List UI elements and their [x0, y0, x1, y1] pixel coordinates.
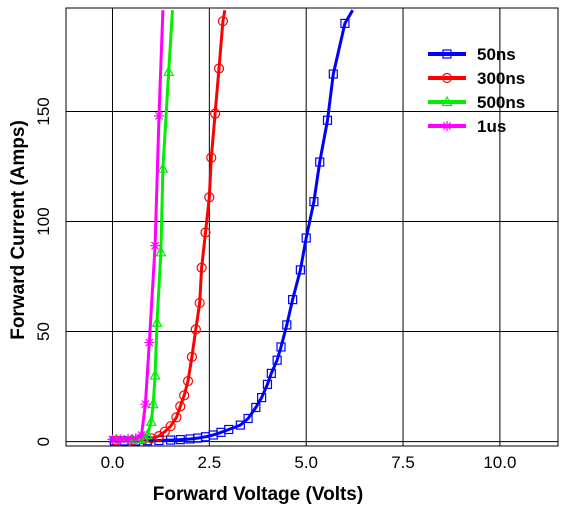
data-point	[151, 316, 163, 327]
legend-item: 1us	[428, 117, 506, 136]
data-point	[224, 424, 234, 435]
data-point	[315, 157, 325, 167]
data-point	[441, 95, 453, 107]
data-point	[200, 227, 211, 238]
data-point	[107, 434, 118, 445]
y-axis-label: Forward Current (Amps)	[8, 120, 29, 340]
data-point	[309, 197, 319, 207]
series-line	[114, 9, 354, 443]
y-tick-label: 150	[34, 97, 53, 125]
data-point	[175, 435, 185, 445]
x-tick-label: 7.5	[391, 453, 415, 472]
data-point	[144, 337, 155, 348]
x-tick-label: 5.0	[294, 453, 318, 472]
data-point	[235, 420, 245, 430]
data-point	[186, 351, 198, 362]
x-tick-labels: 0.0 2.5 5.0 7.5 10.0	[101, 453, 517, 472]
x-tick-label: 10.0	[483, 453, 516, 472]
data-point	[217, 16, 228, 27]
data-point	[251, 402, 261, 413]
legend-label: 300ns	[477, 69, 525, 88]
data-point	[196, 262, 207, 273]
y-tick-label: 0	[34, 437, 53, 446]
legend-label: 500ns	[477, 93, 525, 112]
data-point	[340, 18, 350, 29]
data-point	[171, 412, 182, 423]
data-point	[213, 63, 225, 74]
y-tick-labels: 0 50 100 150	[34, 97, 53, 446]
data-point	[141, 428, 153, 440]
data-point	[155, 246, 167, 257]
data-point	[159, 426, 170, 437]
series-300ns	[111, 9, 228, 446]
data-point	[288, 295, 298, 305]
data-point	[147, 397, 159, 409]
legend: 50ns 300ns 500ns 1us	[428, 45, 525, 136]
data-point	[182, 375, 194, 387]
data-point	[165, 421, 176, 432]
data-point	[150, 240, 161, 251]
legend-item: 300ns	[428, 69, 525, 88]
legend-item: 50ns	[428, 45, 516, 64]
y-tick-label: 100	[34, 207, 53, 235]
data-point	[276, 342, 286, 352]
legend-label: 1us	[477, 117, 506, 136]
x-axis-label: Forward Voltage (Volts)	[153, 484, 363, 505]
data-point	[272, 355, 282, 365]
data-point	[165, 435, 176, 445]
data-point	[206, 152, 217, 163]
legend-item: 500ns	[428, 93, 525, 112]
data-point	[179, 390, 190, 401]
data-point	[122, 433, 133, 444]
data-point	[441, 72, 453, 84]
data-point	[301, 233, 311, 243]
data-point	[204, 192, 215, 203]
data-point	[130, 433, 141, 444]
data-point	[145, 415, 157, 426]
data-point	[210, 108, 221, 119]
y-tick-label: 50	[34, 322, 53, 341]
data-point	[282, 320, 292, 330]
data-point	[442, 49, 452, 59]
data-point	[243, 413, 253, 424]
data-point	[115, 434, 126, 445]
data-point	[190, 324, 201, 335]
x-tick-label: 0.0	[101, 453, 125, 472]
series-1us	[107, 10, 165, 445]
series-500ns	[110, 10, 175, 444]
data-point	[175, 401, 186, 412]
data-point	[295, 265, 305, 275]
data-point	[136, 429, 147, 440]
series-layer	[107, 9, 354, 446]
x-tick-label: 2.5	[198, 453, 222, 472]
data-point	[322, 115, 333, 125]
data-point	[442, 121, 452, 131]
data-point	[140, 399, 151, 410]
data-point	[153, 110, 164, 121]
plot-frame	[65, 7, 559, 447]
data-point	[266, 368, 276, 378]
data-point	[149, 369, 161, 380]
data-point	[262, 379, 273, 389]
data-point	[157, 162, 169, 173]
data-point	[257, 392, 267, 403]
data-point	[194, 297, 205, 309]
data-point	[163, 65, 175, 76]
data-point	[328, 69, 338, 79]
legend-label: 50ns	[477, 45, 516, 64]
